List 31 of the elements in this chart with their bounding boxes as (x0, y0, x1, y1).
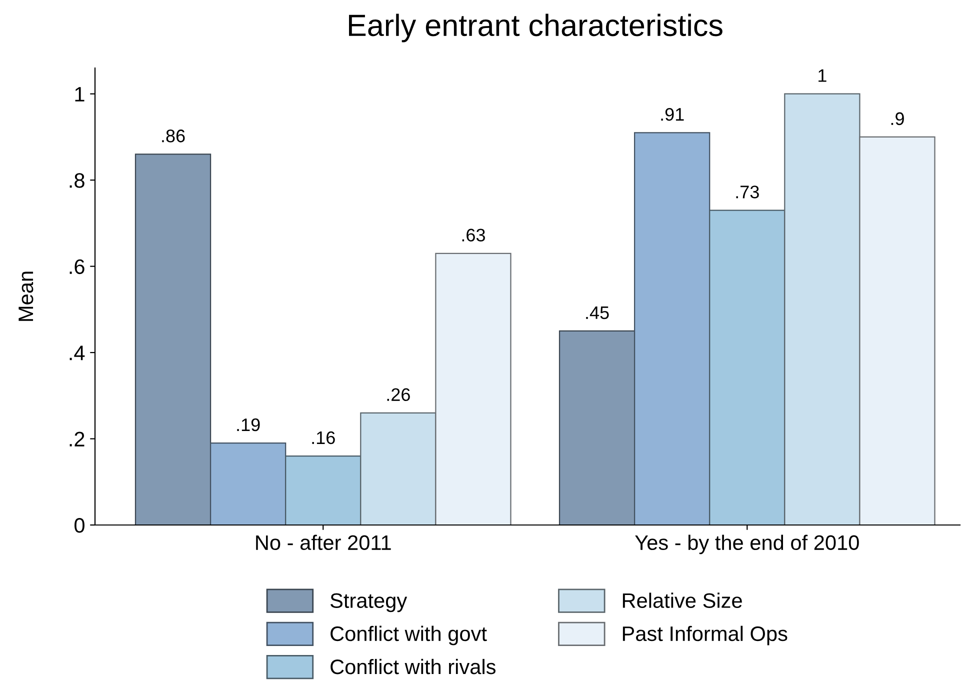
data-label: 1 (818, 69, 826, 82)
bar (360, 412, 436, 525)
legend-label: Relative Size (622, 592, 742, 608)
legend-label: Past Informal Ops (622, 626, 788, 646)
y-tick-label: .2 (70, 432, 84, 446)
data-label: .45 (586, 306, 609, 320)
chart-title: Early entrant characteristics (349, 14, 722, 42)
x-tick-label: Yes - by the end of 2010 (635, 534, 859, 554)
y-tick-label: 1 (75, 87, 84, 102)
data-label: .63 (462, 228, 485, 242)
data-label: .9 (891, 112, 904, 126)
y-tick-label: .8 (70, 173, 84, 188)
x-tick-label: No - after 2011 (256, 534, 391, 550)
data-label: .86 (162, 130, 185, 142)
y-tick-label: .6 (70, 259, 84, 274)
bar (134, 154, 212, 525)
legend-label: Strategy (330, 593, 408, 612)
legend-label: Conflict with govt (330, 626, 487, 646)
data-label: .91 (661, 108, 684, 121)
data-label: .73 (736, 186, 759, 198)
bar (859, 136, 936, 525)
y-tick-label: 0 (74, 518, 84, 533)
data-label: .16 (312, 431, 335, 444)
bar (558, 330, 636, 525)
legend-label: Conflict with rivals (330, 658, 496, 674)
data-label: .19 (237, 418, 260, 432)
y-axis-title: Mean (18, 272, 34, 321)
bar (784, 93, 860, 525)
data-label: .26 (387, 388, 410, 402)
bar (435, 252, 512, 525)
y-tick-label: .4 (70, 346, 85, 360)
